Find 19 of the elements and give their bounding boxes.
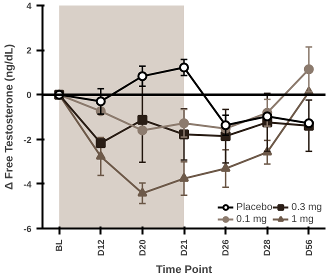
legend-label: 0.3 mg: [291, 201, 322, 213]
x-tick-label: D56: [304, 239, 314, 256]
x-tick-label: D28: [262, 239, 272, 256]
legend-label: 1 mg: [291, 213, 314, 225]
y-tick-label: -2: [24, 134, 32, 145]
x-tick-label: D20: [137, 239, 148, 256]
legend-label: Placebo: [236, 201, 272, 213]
y-axis-title: Δ Free Testosterone (ng/dL): [4, 44, 16, 190]
y-tick-label: -6: [24, 224, 32, 234]
y-tick-label: 4: [26, 1, 32, 11]
x-tick-label: D21: [179, 239, 189, 256]
x-axis-title: Time Point: [156, 264, 212, 276]
x-tick-label: BL: [54, 239, 64, 252]
legend-label: 0.1 mg: [236, 213, 267, 225]
x-tick-label: D12: [96, 239, 106, 256]
x-tick-label: D26: [220, 239, 231, 256]
y-tick-label: 0: [26, 90, 32, 100]
y-tick-label: 2: [26, 46, 32, 56]
y-tick-label: -4: [24, 179, 32, 190]
